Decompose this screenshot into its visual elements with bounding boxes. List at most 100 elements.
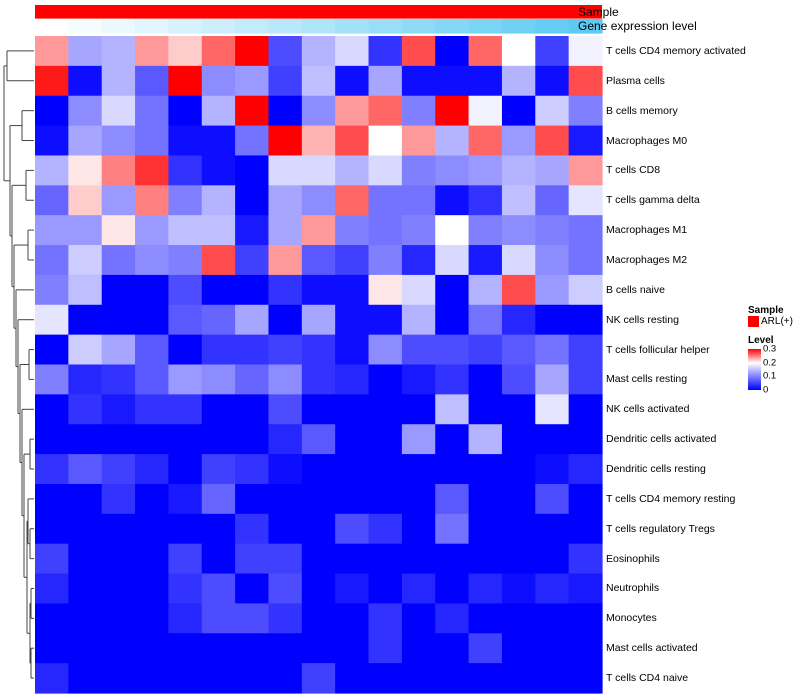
heatmap-cell (468, 215, 503, 246)
heatmap-cell (301, 513, 336, 545)
heatmap-cell (68, 36, 103, 67)
heatmap-cell (35, 185, 69, 216)
heatmap-cell (401, 95, 436, 127)
heatmap-cell (301, 394, 336, 425)
row-label: T cells CD4 memory activated (606, 44, 746, 57)
row-label: B cells memory (606, 104, 678, 117)
row-label: T cells gamma delta (606, 194, 700, 207)
heatmap-cell (535, 65, 570, 97)
heatmap-cell (335, 513, 370, 545)
heatmap-cell (535, 304, 570, 336)
gene-expression-annotation-label: Gene expression level (578, 19, 697, 33)
heatmap-cell (401, 394, 436, 425)
heatmap-cell (268, 36, 303, 67)
heatmap-cell (501, 424, 536, 455)
heatmap-cell (501, 573, 536, 605)
heatmap-cell (501, 185, 536, 216)
heatmap-cell (301, 185, 336, 216)
heatmap-cell (535, 334, 570, 366)
heatmap-cell (268, 155, 303, 186)
heatmap-cell (168, 215, 203, 246)
heatmap-cell (201, 95, 236, 127)
heatmap-cell (335, 65, 370, 97)
gene-expression-cell (301, 19, 336, 34)
row-label: Macrophages M2 (606, 253, 688, 266)
heatmap-cell (268, 513, 303, 545)
heatmap-cell (368, 424, 403, 455)
heatmap-cell (235, 424, 270, 455)
heatmap-cell (568, 513, 603, 545)
row-label: B cells naive (606, 283, 665, 296)
heatmap-cell (201, 483, 236, 515)
heatmap-cell (135, 274, 170, 306)
heatmap-cell (268, 334, 303, 366)
sample-legend-title: Sample (748, 305, 784, 316)
heatmap-cell (335, 394, 370, 425)
heatmap-cell (101, 334, 136, 366)
heatmap-cell (201, 245, 236, 276)
heatmap-cell (268, 95, 303, 127)
heatmap-cell (535, 394, 570, 425)
heatmap-cell (201, 394, 236, 425)
heatmap-cell (335, 304, 370, 336)
heatmap-cell (235, 95, 270, 127)
heatmap-cell (435, 245, 470, 276)
heatmap-cell (501, 304, 536, 336)
row-label: T cells follicular helper (606, 343, 710, 356)
heatmap-cell (268, 633, 303, 664)
heatmap-cell (568, 454, 603, 485)
heatmap-cell (468, 274, 503, 306)
heatmap-cell (135, 125, 170, 157)
heatmap-cell (135, 65, 170, 97)
heatmap-cell (301, 663, 336, 694)
heatmap-cell (168, 394, 203, 425)
heatmap-cell (68, 513, 103, 545)
heatmap-cell (368, 65, 403, 97)
heatmap-cell (568, 215, 603, 246)
heatmap-cell (435, 36, 470, 67)
gene-expression-cell (535, 19, 570, 34)
heatmap-cell (135, 95, 170, 127)
heatmap-cell (535, 274, 570, 306)
heatmap-cell (368, 334, 403, 366)
heatmap-cell (35, 424, 69, 455)
heatmap-cell (568, 573, 603, 605)
heatmap-cell (301, 36, 336, 67)
heatmap-cell (301, 543, 336, 575)
heatmap-cell (335, 483, 370, 515)
heatmap-cell (301, 633, 336, 664)
heatmap-cell (235, 155, 270, 186)
heatmap-cell (435, 454, 470, 485)
heatmap-cell (568, 394, 603, 425)
heatmap-cell (368, 633, 403, 664)
row-label: T cells CD4 memory resting (606, 492, 736, 505)
heatmap-cell (368, 95, 403, 127)
heatmap-cell (535, 36, 570, 67)
level-colorbar (748, 349, 761, 390)
heatmap-cell (401, 663, 436, 694)
heatmap-cell (235, 215, 270, 246)
heatmap-cell (35, 95, 69, 127)
heatmap-cell (135, 36, 170, 67)
heatmap-cell (235, 603, 270, 634)
heatmap-cell (401, 543, 436, 575)
heatmap-cell (368, 573, 403, 605)
heatmap-cell (201, 36, 236, 67)
heatmap-cell (68, 394, 103, 425)
heatmap-cell (101, 185, 136, 216)
heatmap-cell (501, 125, 536, 157)
heatmap-cell (101, 304, 136, 336)
heatmap-cell (168, 454, 203, 485)
heatmap-cell (35, 274, 69, 306)
heatmap-cell (135, 185, 170, 216)
heatmap-cell (168, 185, 203, 216)
heatmap-cell (235, 125, 270, 157)
heatmap-cell (135, 364, 170, 395)
heatmap-cell (368, 125, 403, 157)
heatmap-cell (535, 603, 570, 634)
heatmap-cell (401, 513, 436, 545)
heatmap-cell (35, 155, 69, 186)
heatmap-cell (301, 155, 336, 186)
heatmap-cell (301, 483, 336, 515)
heatmap-cell (101, 424, 136, 455)
